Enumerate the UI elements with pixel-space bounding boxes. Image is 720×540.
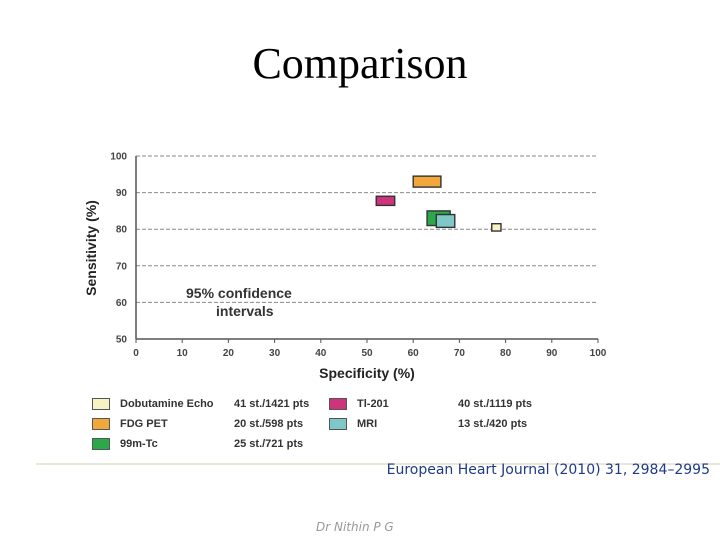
legend-label: Dobutamine Echo <box>120 398 214 410</box>
x-tick-label: 50 <box>361 348 373 359</box>
legend-swatch <box>92 398 110 410</box>
legend-label: 99m-Tc <box>120 438 158 450</box>
legend-label: FDG PET <box>120 418 168 430</box>
legend-stat: 41 st./1421 pts <box>234 398 310 410</box>
box-tl-201 <box>375 195 396 207</box>
legend-stat: 25 st./721 pts <box>234 438 304 450</box>
grid-lines <box>136 155 598 303</box>
x-tick-label: 80 <box>500 348 512 359</box>
citation: European Heart Journal (2010) 31, 2984–2… <box>386 462 710 478</box>
legend-item-tl-201: Tl-201 <box>329 398 389 410</box>
legend-stat: 20 st./598 pts <box>234 418 304 430</box>
legend-swatch <box>329 398 347 410</box>
slide-title: Comparison <box>252 39 468 88</box>
legend-item-fdg-pet: FDG PET <box>92 418 168 430</box>
confidence-boxes <box>375 175 502 232</box>
legend-swatch <box>329 418 347 430</box>
box-dobutamine-echo <box>491 223 502 232</box>
y-tick-label: 90 <box>116 188 128 199</box>
x-tick-label: 100 <box>590 348 607 359</box>
divider <box>36 463 720 465</box>
x-tick-label: 70 <box>454 348 466 359</box>
legend-stat: 40 st./1119 pts <box>458 398 532 410</box>
box-mri <box>435 213 456 229</box>
y-tick-label: 100 <box>110 152 127 163</box>
legend-swatch <box>92 438 110 450</box>
legend: Dobutamine Echo 41 st./1421 pts FDG PET … <box>92 396 562 456</box>
box-fdg-pet <box>412 175 442 188</box>
x-tick-label: 20 <box>223 348 235 359</box>
x-tick-label: 0 <box>133 348 139 359</box>
tick-labels: 50 60 70 80 90 100 0 10 20 30 40 50 60 70 80 90 100 <box>110 152 606 360</box>
legend-item-mri: MRI <box>329 418 377 430</box>
y-tick-label: 60 <box>116 298 128 309</box>
x-axis-title: Specificity (%) <box>319 365 415 381</box>
legend-swatch <box>92 418 110 430</box>
y-axis-title: Sensitivity (%) <box>83 200 99 296</box>
legend-label: MRI <box>357 418 378 430</box>
y-tick-label: 80 <box>116 225 128 236</box>
annotation-line-2: intervals <box>216 303 274 319</box>
x-tick-label: 30 <box>269 348 281 359</box>
legend-item-dobutamine-echo: Dobutamine Echo <box>92 398 214 410</box>
x-tick-label: 40 <box>315 348 327 359</box>
x-tick-label: 10 <box>177 348 189 359</box>
y-tick-label: 70 <box>116 261 128 272</box>
legend-label: Tl-201 <box>357 398 389 410</box>
y-tick-label: 50 <box>116 335 128 346</box>
x-tick-label: 90 <box>546 348 558 359</box>
axes <box>135 156 599 343</box>
legend-item-99m-tc: 99m-Tc <box>92 438 158 450</box>
legend-stat: 13 st./420 pts <box>458 418 528 430</box>
footer-author: Dr Nithin P G <box>316 520 394 534</box>
sensitivity-specificity-chart: 50 60 70 80 90 100 0 10 20 30 40 50 60 70 80 90 100 Sens… <box>83 152 607 382</box>
annotation-line-1: 95% confidence <box>186 285 292 301</box>
x-tick-label: 60 <box>408 348 420 359</box>
